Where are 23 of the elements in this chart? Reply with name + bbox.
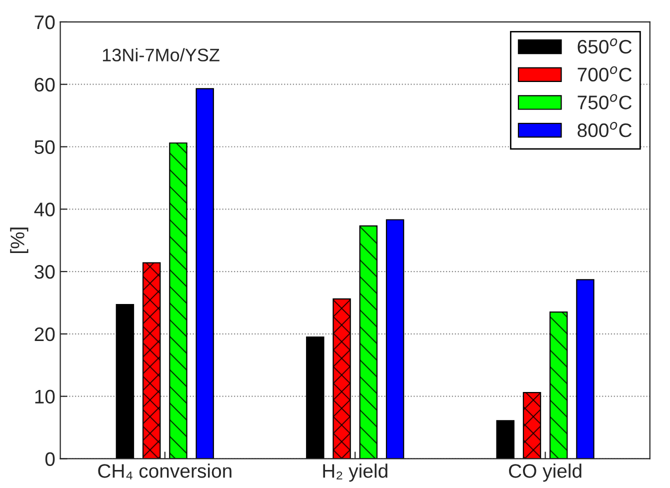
bar: [306, 336, 324, 459]
legend-label: 800$^{o}$C: [578, 122, 632, 138]
legend-label: 650$^{o}$C: [578, 38, 632, 54]
y-tick-label: 0: [45, 452, 55, 466]
x-tick-label: CO yield: [509, 464, 582, 482]
y-tick-label: 10: [35, 390, 55, 404]
y-tick-label: 40: [34, 202, 55, 216]
y-tick-label: 20: [34, 327, 55, 342]
x-tick-label: H₂ yield: [323, 464, 388, 482]
legend-label: 750$^{o}$C: [578, 94, 632, 110]
legend-label: 700$^{o}$C: [578, 66, 632, 82]
annotation: 13Ni-7Mo/YSZ: [102, 48, 220, 62]
bar: [386, 219, 404, 459]
y-tick-label: 50: [34, 140, 55, 154]
bar: [116, 304, 134, 459]
y-tick-label: 70: [34, 15, 55, 30]
y-tick-label: 60: [34, 78, 55, 92]
y-axis-title: [%]: [10, 228, 28, 253]
bar: [576, 279, 594, 459]
y-tick-label: 30: [34, 265, 55, 279]
bar: [196, 88, 214, 459]
bar: [496, 420, 514, 459]
x-tick-label: CH₄ conversion: [98, 464, 232, 480]
